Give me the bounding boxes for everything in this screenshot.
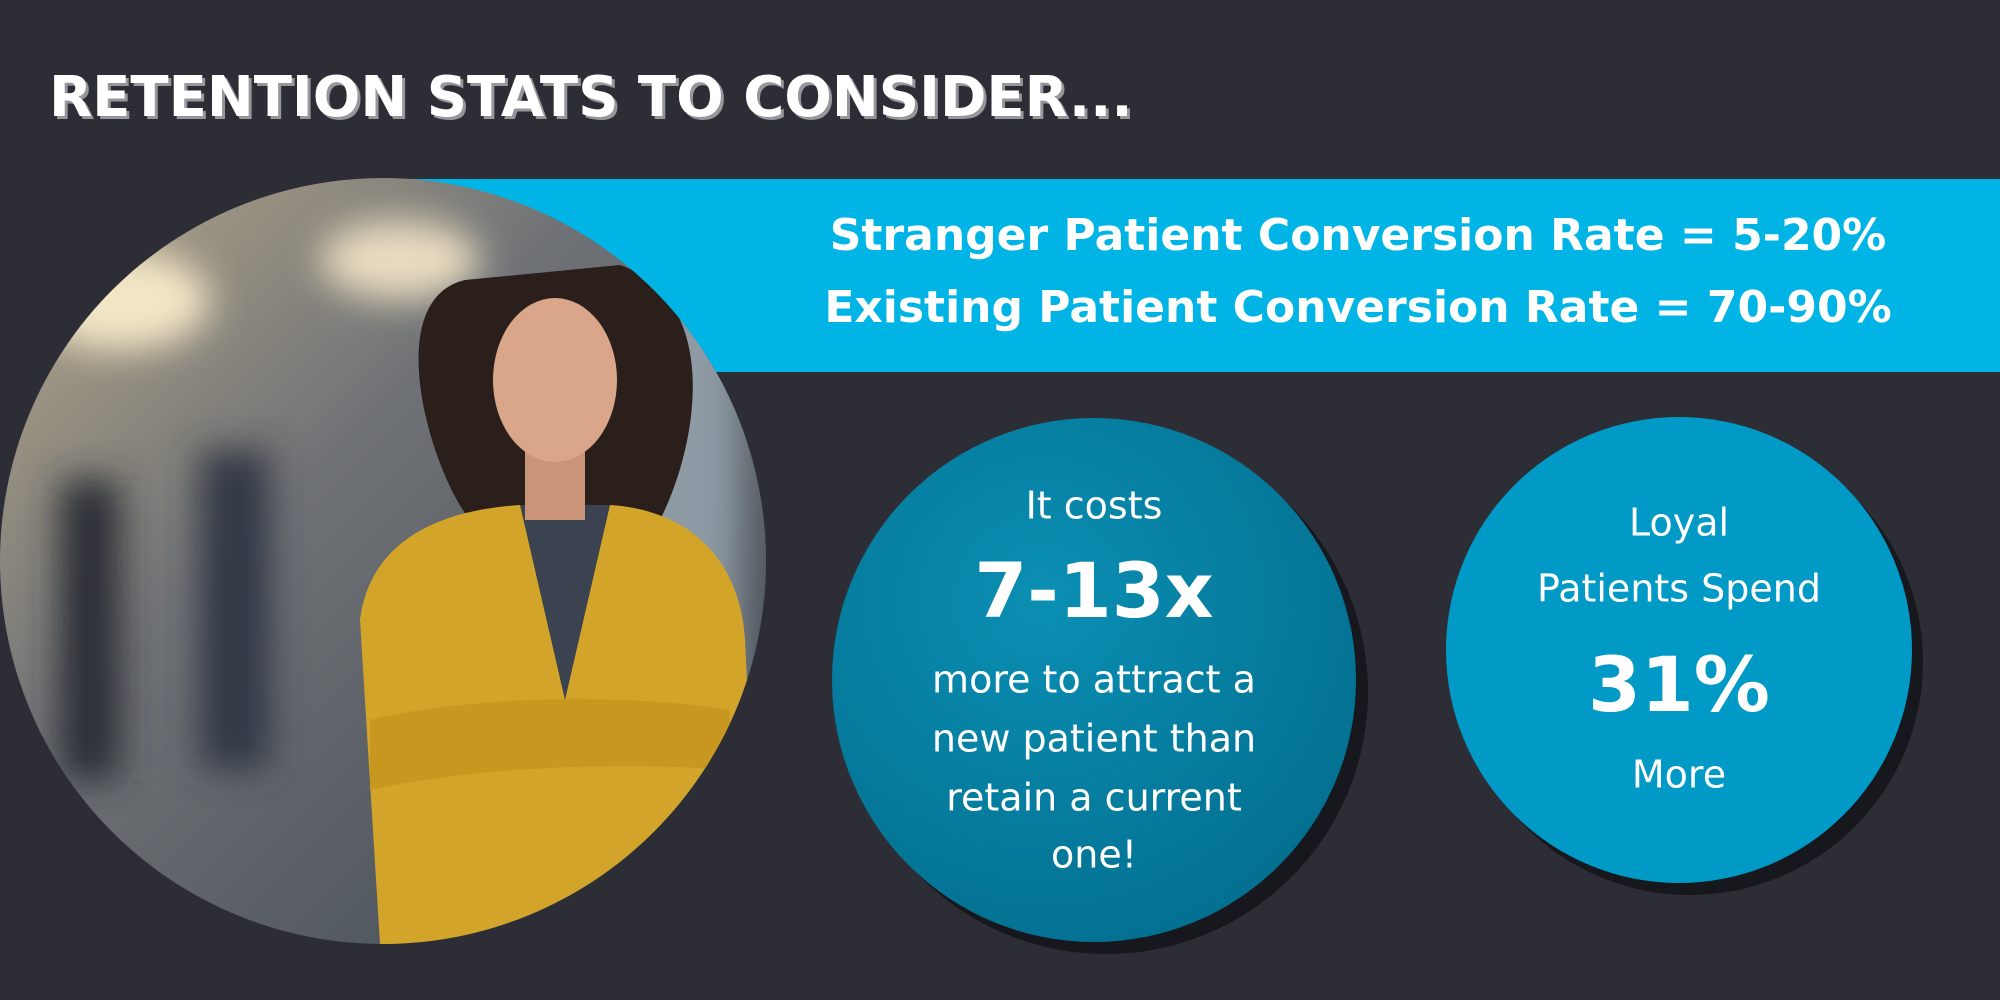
stat-text: More <box>1632 753 1726 797</box>
stat-figure: 31% <box>1588 640 1770 729</box>
stat-intro: Patients Spend <box>1537 567 1821 611</box>
stat-text: retain a current <box>946 776 1242 820</box>
banner-line: Existing Patient Conversion Rate = 70-90… <box>824 282 1891 333</box>
stat-text: new patient than <box>932 717 1256 761</box>
stat-circle <box>1446 417 1912 883</box>
stat-text: one! <box>1051 833 1137 877</box>
stat-intro: It costs <box>1026 484 1163 528</box>
stat-text: more to attract a <box>932 658 1256 702</box>
stat-figure: 7-13x <box>974 546 1213 635</box>
stat-circle <box>832 418 1356 942</box>
portrait-photo <box>0 178 766 944</box>
title: RETENTION STATS TO CONSIDER... <box>49 65 1133 130</box>
banner-line: Stranger Patient Conversion Rate = 5-20% <box>830 210 1887 261</box>
title-shadow: RETENTION STATS TO CONSIDER... <box>52 68 1136 133</box>
stat-intro: Loyal <box>1629 501 1729 545</box>
